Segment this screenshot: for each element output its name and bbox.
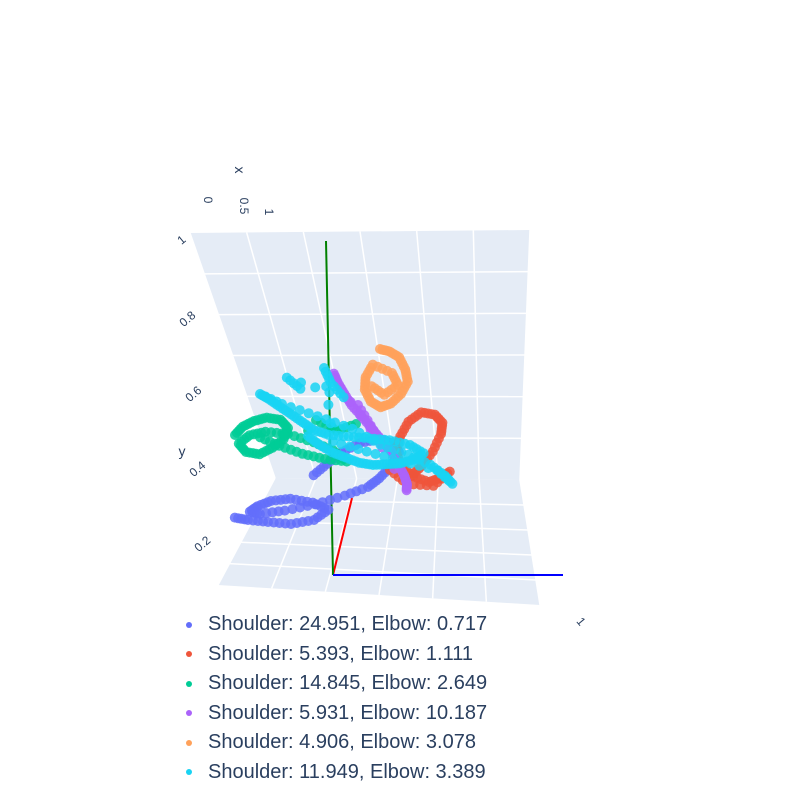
legend-item[interactable]: Shoulder: 14.845, Elbow: 2.649 xyxy=(180,669,487,699)
x-tick-label: 0.5 xyxy=(237,198,251,215)
legend-marker xyxy=(186,651,192,658)
series-3-point[interactable] xyxy=(365,424,376,435)
floor-gridline xyxy=(519,479,541,606)
series-5-point[interactable] xyxy=(277,399,287,409)
series-4-point[interactable] xyxy=(366,381,377,392)
y-tick-label: 0.2 xyxy=(192,533,214,555)
wall-gridline xyxy=(218,312,527,316)
series-3-point[interactable] xyxy=(355,410,366,421)
series-5-point[interactable] xyxy=(387,453,398,464)
legend-item[interactable]: Shoulder: 24.951, Elbow: 0.717 xyxy=(180,610,487,640)
series-5-point[interactable] xyxy=(338,420,349,431)
legend-marker xyxy=(186,621,192,628)
series-2-point[interactable] xyxy=(279,429,290,440)
legend-item[interactable]: Shoulder: 5.393, Elbow: 1.111 xyxy=(180,640,487,670)
series-5-point[interactable] xyxy=(405,458,416,469)
floor-gridline xyxy=(270,478,317,589)
legend-item[interactable]: Shoulder: 4.906, Elbow: 3.078 xyxy=(180,728,487,758)
legend-label: Shoulder: 5.931, Elbow: 10.187 xyxy=(208,701,488,724)
z-tick-label: 1 xyxy=(574,614,589,628)
y-tick-label: 0.8 xyxy=(177,308,199,330)
floor-gridline xyxy=(431,479,440,599)
series-5-point[interactable] xyxy=(336,439,347,450)
legend-item[interactable]: Shoulder: 5.931, Elbow: 10.187 xyxy=(180,699,487,729)
series-5-point[interactable] xyxy=(327,436,338,447)
series-0-point[interactable] xyxy=(302,500,313,511)
legend-label: Shoulder: 24.951, Elbow: 0.717 xyxy=(208,613,488,635)
3d-scene: 0.2 0.4 0.6 0.8 1 0 0.5 1 1 x y xyxy=(174,167,588,629)
series-0-point[interactable] xyxy=(279,505,290,516)
series-5-point[interactable] xyxy=(423,463,434,474)
series-5-point[interactable] xyxy=(432,465,443,476)
series-5-point[interactable] xyxy=(396,456,407,467)
series-2-point[interactable] xyxy=(255,432,266,443)
y-tick-label: 0.4 xyxy=(187,458,209,480)
series-3-point[interactable] xyxy=(401,485,412,496)
floor-plane xyxy=(218,478,540,605)
floor-gridline xyxy=(229,562,537,581)
y-tick-label: 1 xyxy=(174,232,188,247)
series-5-point[interactable] xyxy=(361,446,372,457)
series-5-point[interactable] xyxy=(338,392,349,403)
y-tick-label: 0.6 xyxy=(183,383,205,405)
series-5-point[interactable] xyxy=(310,382,321,393)
legend: Shoulder: 24.951, Elbow: 0.717 Shoulder: … xyxy=(180,610,487,787)
legend-label: Shoulder: 5.393, Elbow: 1.111 xyxy=(208,642,473,665)
series-5-point[interactable] xyxy=(324,387,335,398)
x-axis-title: x xyxy=(232,167,248,174)
floor-gridline xyxy=(240,541,533,556)
legend-marker xyxy=(186,769,192,776)
x-tick-label: 0 xyxy=(201,197,215,204)
series-5-point[interactable] xyxy=(295,383,306,394)
series-5-point[interactable] xyxy=(312,411,323,422)
legend-marker xyxy=(186,739,192,746)
legend-marker xyxy=(186,710,192,717)
legend-item[interactable]: Shoulder: 11.949, Elbow: 3.389 xyxy=(180,758,487,788)
series-0-point[interactable] xyxy=(308,470,319,481)
legend-label: Shoulder: 11.949, Elbow: 3.389 xyxy=(208,760,486,783)
wall-gridline xyxy=(232,354,526,357)
legend-label: Shoulder: 14.845, Elbow: 2.649 xyxy=(208,672,488,694)
x-tick-label: 1 xyxy=(262,209,276,216)
series-5-point[interactable] xyxy=(344,441,355,452)
series-5-point[interactable] xyxy=(353,444,364,455)
floor-gridline xyxy=(217,477,276,586)
series-0-point[interactable] xyxy=(295,502,305,513)
series-5-point[interactable] xyxy=(379,451,390,462)
series-5-point[interactable] xyxy=(414,460,425,471)
wall-gridline xyxy=(204,270,529,275)
legend-marker xyxy=(186,680,192,687)
series-5-point[interactable] xyxy=(325,418,336,429)
series-5-point[interactable] xyxy=(370,449,381,459)
reference-line xyxy=(332,497,353,576)
floor-gridline xyxy=(478,479,488,602)
series-5-point[interactable] xyxy=(323,399,334,410)
series-5-point[interactable] xyxy=(303,408,314,419)
series-3-point[interactable] xyxy=(345,396,356,407)
series-5-point[interactable] xyxy=(285,402,296,413)
legend-label: Shoulder: 4.906, Elbow: 3.078 xyxy=(208,731,476,753)
series-0-point[interactable] xyxy=(287,504,298,515)
y-axis-title: y xyxy=(179,443,186,459)
series-5-point[interactable] xyxy=(294,405,305,416)
